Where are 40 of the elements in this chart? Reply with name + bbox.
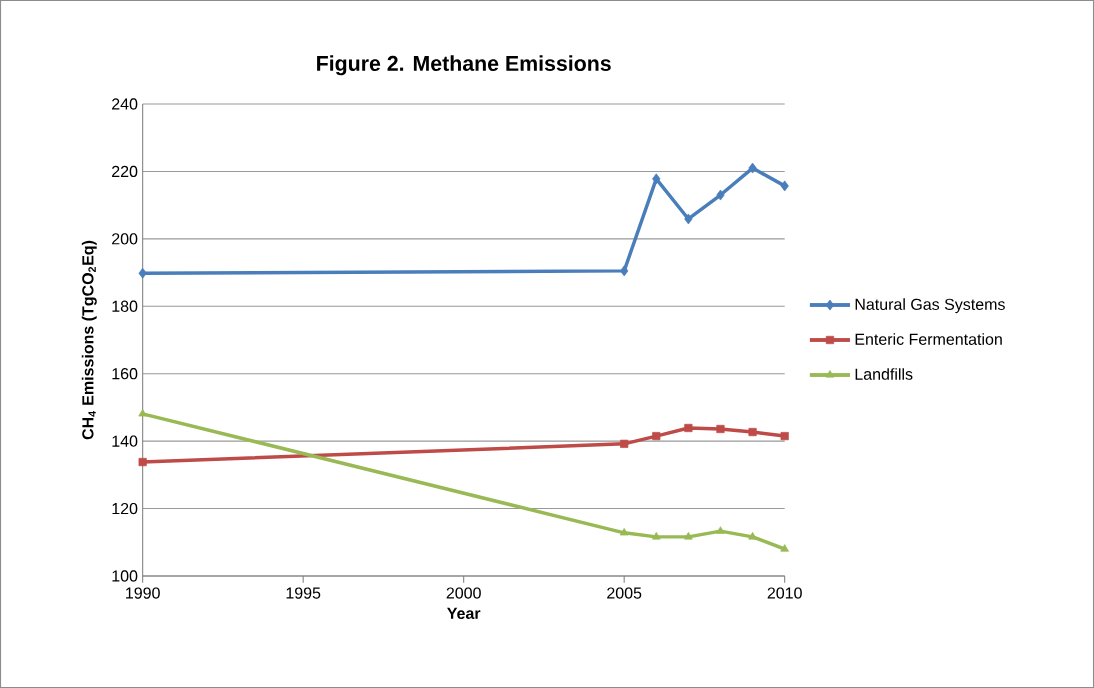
point [748, 162, 757, 174]
x-tick-label: 1990 [126, 587, 160, 599]
point [684, 213, 693, 225]
legend-label: Natural Gas Systems [855, 298, 1005, 314]
legend-label: Landfills [855, 368, 913, 380]
point [780, 544, 789, 552]
y-axis-title: CH$_{4}$ Emissions (TgCO$_{2}$Eq) [81, 240, 97, 440]
point [716, 424, 725, 434]
point [652, 432, 661, 441]
point [684, 532, 693, 540]
y-tick-label: 220 [112, 165, 138, 178]
y-tick-label: 160 [112, 368, 138, 380]
point [716, 189, 725, 201]
x-tick-label: 1995 [286, 587, 321, 599]
chart-title: Figure 2. Methane Emissions [317, 55, 611, 76]
y-tick-label: 120 [112, 502, 138, 515]
x-axis-title: Year [447, 607, 481, 620]
point [652, 173, 661, 185]
x-tick-label: 2005 [607, 587, 642, 599]
point [138, 408, 147, 417]
y-tick-label: 140 [112, 435, 138, 447]
point [748, 427, 757, 437]
point [652, 532, 661, 540]
point [620, 265, 629, 277]
point [619, 527, 629, 536]
point [780, 180, 789, 192]
point [716, 526, 725, 534]
point [138, 267, 147, 279]
point [780, 432, 789, 441]
point [748, 532, 757, 540]
point [684, 423, 693, 433]
y-tick-label: 180 [112, 300, 138, 312]
y-tick-label: 100 [112, 570, 138, 582]
x-tick-label: 2000 [446, 587, 481, 599]
legend-label: Enteric Fermentation [855, 333, 1002, 345]
y-tick-label: 240 [112, 98, 138, 110]
point [138, 457, 147, 467]
y-tick-label: 200 [112, 233, 138, 245]
point [620, 439, 629, 448]
x-tick-label: 2010 [767, 587, 802, 599]
